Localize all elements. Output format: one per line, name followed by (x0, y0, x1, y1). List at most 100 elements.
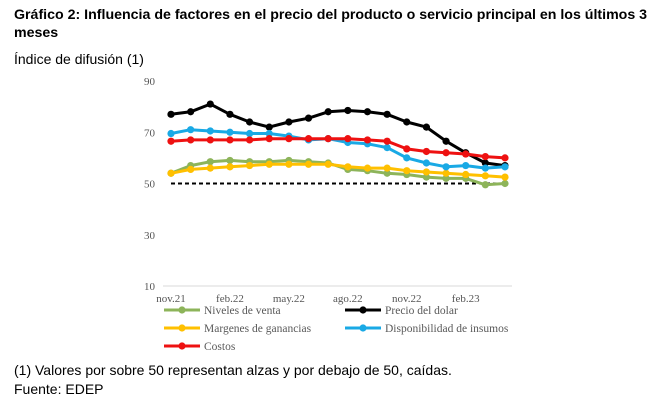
data-point (481, 164, 489, 172)
data-point (245, 129, 254, 138)
data-point (167, 110, 175, 118)
x-tick-label: feb.22 (216, 293, 244, 305)
series-line (170, 102, 506, 168)
data-point (285, 160, 293, 168)
data-point (167, 129, 175, 138)
data-point (462, 170, 470, 179)
data-point (501, 173, 509, 181)
data-point (187, 108, 195, 116)
data-point (206, 100, 214, 108)
data-point (226, 156, 234, 165)
y-tick-label: 90 (144, 76, 156, 88)
data-point (344, 106, 352, 115)
data-point (344, 135, 352, 143)
source-note: Fuente: EDEP (14, 381, 104, 397)
data-point (422, 159, 431, 167)
data-point (167, 169, 175, 177)
data-point (442, 163, 450, 171)
series-precio-del-dolar (167, 100, 509, 170)
data-point (226, 136, 234, 144)
data-point (206, 164, 214, 172)
legend-label: Margenes de ganancias (204, 323, 312, 335)
legend-label: Precio del dolar (385, 305, 458, 317)
data-point (285, 118, 293, 126)
chart-axes: 10 30 50 70 90 nov.21 feb.22 may.22 ago.22 nov.22… (144, 76, 512, 305)
data-point (403, 167, 411, 175)
legend-swatch-marker (178, 324, 186, 332)
legend-label: Niveles de venta (204, 305, 281, 317)
data-point (324, 135, 332, 143)
x-tick-label: ago.22 (333, 293, 363, 305)
x-tick-label: nov.22 (392, 293, 422, 305)
x-tick-label: nov.21 (156, 293, 186, 305)
data-point (481, 172, 489, 180)
data-point (442, 169, 450, 177)
data-point (501, 179, 509, 188)
data-point (383, 144, 391, 152)
legend-item: Precio del dolar (345, 305, 458, 317)
data-point (344, 163, 352, 171)
data-point (324, 108, 332, 116)
y-tick-label: 70 (144, 127, 156, 139)
data-point (265, 129, 273, 138)
data-point (206, 158, 214, 166)
data-point (462, 150, 470, 158)
data-point (481, 159, 489, 167)
data-point (363, 164, 372, 172)
data-point (226, 128, 234, 136)
y-tick-label: 30 (144, 230, 156, 242)
data-point (422, 173, 431, 181)
x-tick-label: may.22 (273, 293, 305, 305)
data-point (265, 135, 273, 143)
legend-swatch-marker (359, 306, 367, 314)
data-point (403, 145, 411, 153)
data-point (363, 136, 372, 144)
data-point (226, 110, 234, 118)
data-point (187, 126, 195, 134)
data-point (501, 154, 509, 162)
legend-label: Disponibilidad de insumos (385, 323, 509, 335)
data-point (187, 165, 195, 174)
legend-item: Niveles de venta (164, 305, 281, 317)
data-point (324, 160, 332, 168)
footnote: (1) Valores por sobre 50 representan alz… (14, 362, 452, 378)
chart-title: Gráfico 2: Influencia de factores en el … (14, 7, 648, 41)
legend-item: Margenes de ganancias (164, 323, 312, 335)
legend-item: Costos (164, 341, 236, 353)
data-point (245, 136, 254, 144)
chart-legend: Niveles de venta Precio del dolar Margenes… (164, 305, 509, 353)
legend-label: Costos (204, 341, 236, 353)
data-point (383, 169, 391, 177)
data-point (245, 118, 254, 126)
data-point (422, 168, 431, 176)
data-point (167, 137, 175, 145)
data-point (304, 114, 313, 122)
x-tick-label: feb.23 (452, 293, 480, 305)
chart-subtitle: Índice de difusión (1) (14, 51, 144, 67)
legend-swatch-marker (178, 342, 186, 350)
data-point (422, 123, 431, 131)
data-point (363, 108, 372, 116)
legend-swatch-marker (178, 306, 186, 314)
data-point (501, 163, 509, 171)
chart-series (167, 100, 509, 189)
series-costos (167, 135, 509, 162)
y-tick-label: 50 (144, 179, 156, 191)
data-point (462, 161, 470, 170)
data-point (304, 160, 313, 168)
data-point (442, 137, 450, 145)
data-point (226, 163, 234, 171)
data-point (187, 136, 195, 144)
data-point (265, 123, 273, 131)
data-point (403, 154, 411, 162)
data-point (206, 127, 214, 135)
data-point (265, 160, 273, 168)
data-point (403, 118, 411, 126)
data-point (304, 135, 313, 143)
data-point (206, 136, 214, 144)
data-point (383, 137, 391, 145)
data-point (245, 161, 254, 170)
data-point (383, 110, 391, 118)
data-point (481, 181, 489, 189)
